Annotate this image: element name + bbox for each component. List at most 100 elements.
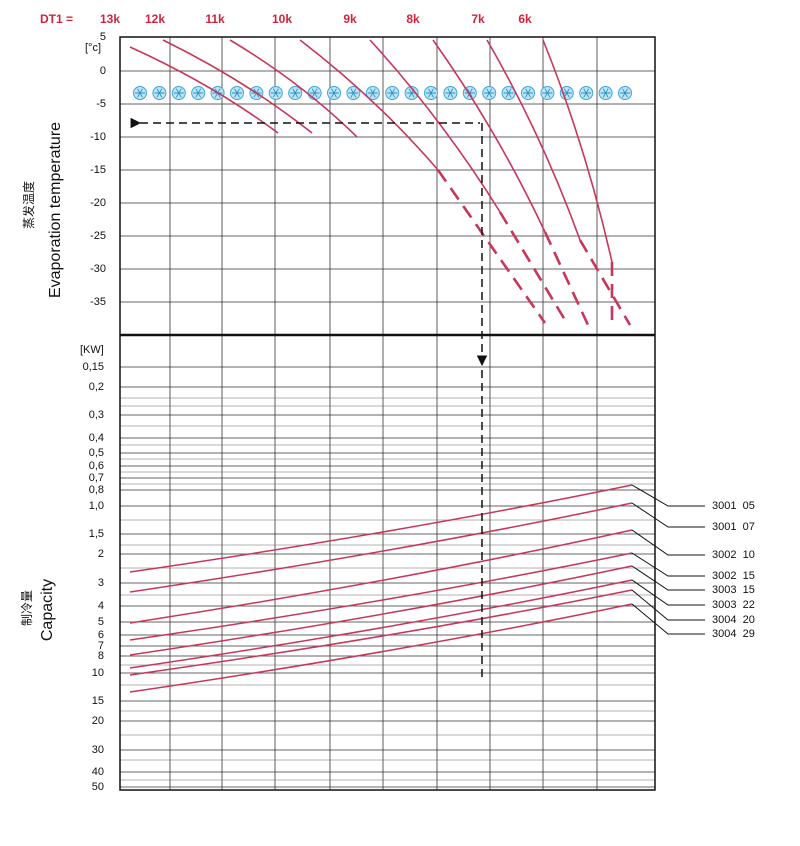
dt-curve-dashed <box>578 239 632 326</box>
y-tick-label: 0 <box>100 65 106 77</box>
y-tick-label: -20 <box>90 197 106 209</box>
dt-label: 7k <box>471 12 485 26</box>
y-tick-label: 30 <box>92 744 104 756</box>
dt-curve-dashed <box>498 211 570 326</box>
y-tick-label: 0,3 <box>89 409 104 421</box>
model-curve <box>129 552 633 641</box>
y-tick-label: 0,5 <box>89 447 104 459</box>
dt-curve <box>486 39 581 241</box>
dt-label: 9k <box>343 12 357 26</box>
unit: [KW] <box>80 344 104 356</box>
ice-flake-star <box>600 88 611 98</box>
y-tick-label: 4 <box>98 600 104 612</box>
leader-line <box>631 502 705 528</box>
dt-label: 6k <box>518 12 532 26</box>
y-tick-label: 0,8 <box>89 484 104 496</box>
dt-curve-dashed <box>436 169 547 324</box>
y-tick-label: -25 <box>90 230 106 242</box>
dt-curve-dashed <box>543 231 590 326</box>
ice-flake-star <box>193 88 204 98</box>
axis-title: Capacity <box>39 579 56 641</box>
y-tick-label: 0,6 <box>89 460 104 472</box>
y-tick-label: 1,0 <box>89 500 104 512</box>
ice-flake-star <box>348 88 359 98</box>
y-tick-label: 20 <box>92 715 104 727</box>
dt-prefix: DT1 = <box>40 12 73 26</box>
ice-flake-star <box>426 88 436 98</box>
y-tick-label: 0,2 <box>89 381 104 393</box>
model-label: 3003 15 <box>712 584 755 596</box>
unit: [°c] <box>85 42 101 54</box>
ice-flake-star <box>464 88 475 98</box>
frame <box>119 36 656 791</box>
y-tick-label: 2 <box>98 548 104 560</box>
ice-flake-star <box>173 88 184 98</box>
y-tick-label: -5 <box>96 98 106 110</box>
y-tick-label: 0,15 <box>83 361 104 373</box>
y-tick-label: 5 <box>98 616 104 628</box>
dt-curve <box>129 46 279 134</box>
ice-flake-star <box>290 88 301 98</box>
dt-curve <box>432 39 546 233</box>
leader-line <box>631 603 705 635</box>
y-tick-label: 8 <box>98 650 104 662</box>
y-tick-label: 50 <box>92 781 104 793</box>
y-tick-label: -35 <box>90 296 106 308</box>
y-tick-label: -10 <box>90 131 106 143</box>
ice-flake-star <box>309 88 320 98</box>
dt-label: 13k <box>100 12 120 26</box>
leader-line <box>631 484 705 507</box>
leader-line <box>631 529 705 556</box>
model-label: 3001 07 <box>712 521 755 533</box>
axis-title: Evaporation temperature <box>47 122 64 298</box>
dt-curve <box>162 39 313 134</box>
ice-flake-star <box>270 88 281 98</box>
y-tick-label: 0,4 <box>89 432 104 444</box>
ice-flake-star <box>581 88 592 98</box>
ice-row <box>133 86 632 100</box>
ice-flake-star <box>367 88 378 98</box>
leader-line <box>631 565 705 591</box>
dt-curve <box>542 39 613 263</box>
y-tick-label: -15 <box>90 164 106 176</box>
y-tick-label: 1,5 <box>89 528 104 540</box>
model-label: 3004 20 <box>712 614 755 626</box>
model-curve <box>129 529 633 624</box>
model-curve <box>129 565 633 656</box>
axis-title-cn: 制冷量 <box>20 590 34 626</box>
ice-flake-star <box>523 88 533 98</box>
y-tick-label: 0,7 <box>89 472 104 484</box>
y-tick-label: 40 <box>92 766 104 778</box>
y-tick-label: 7 <box>98 640 104 652</box>
model-curve <box>129 589 633 676</box>
ice-flake-star <box>445 88 456 98</box>
leader-line <box>631 579 705 606</box>
ice-flake-star <box>620 88 630 98</box>
dt-label: 8k <box>406 12 420 26</box>
y-tick-label: 6 <box>98 629 104 641</box>
model-curve <box>129 603 633 693</box>
dt-curve <box>229 39 358 138</box>
model-label: 3002 10 <box>712 549 755 561</box>
model-label: 3004 29 <box>712 628 755 640</box>
curves <box>129 39 705 693</box>
model-curve <box>129 484 633 573</box>
dt-label: 11k <box>205 12 225 26</box>
ice-flake-star <box>232 88 242 98</box>
grid <box>120 36 655 790</box>
y-tick-label: 15 <box>92 695 104 707</box>
y-tick-label: -30 <box>90 263 106 275</box>
axis-title-cn: 蒸发温度 <box>21 181 36 229</box>
model-label: 3001 05 <box>712 500 755 512</box>
leader-line <box>631 552 705 577</box>
ice-flake-star <box>154 88 165 98</box>
model-curve <box>129 579 633 669</box>
model-label: 3002 15 <box>712 570 755 582</box>
dt-label: 12k <box>145 12 165 26</box>
ice-flake-star <box>329 88 339 98</box>
ice-flake-star <box>484 88 495 98</box>
dt-label: 10k <box>272 12 292 26</box>
ice-flake-star <box>387 88 398 98</box>
ice-flake-star <box>135 88 145 98</box>
